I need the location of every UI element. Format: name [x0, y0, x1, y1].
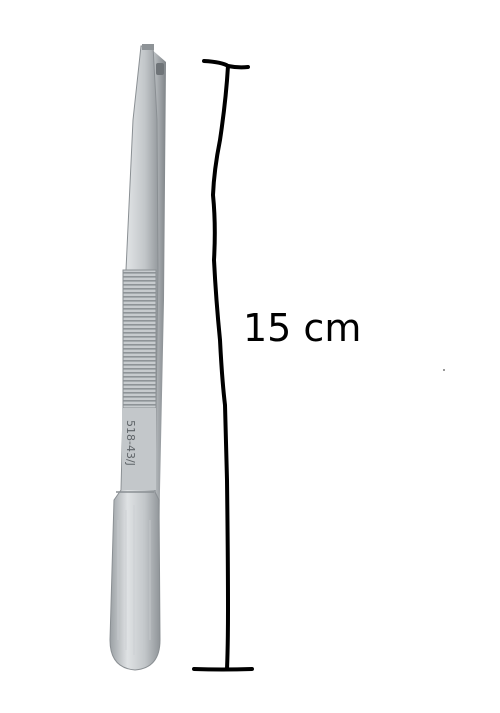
measurement-bracket-icon: [192, 59, 254, 672]
forceps-tip-tooth: [156, 63, 164, 75]
measurement-label: 15 cm: [243, 306, 362, 350]
instrument-engraving: 518-43/J: [124, 420, 137, 466]
bracket-line: [211, 64, 230, 671]
photo-speck: [443, 369, 445, 371]
forceps-tip: [142, 44, 154, 50]
tissue-forceps-icon: 518-43/J: [109, 44, 166, 671]
bracket-bottom-cap: [192, 667, 254, 672]
forceps-serrated-grip: [122, 269, 157, 409]
paddle-texture: [117, 505, 151, 655]
engraving-plate: [122, 408, 156, 490]
